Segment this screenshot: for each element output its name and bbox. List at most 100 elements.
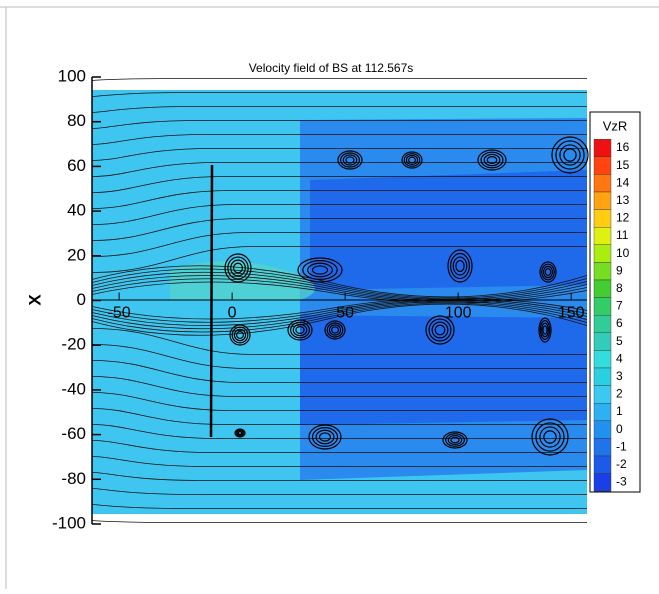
y-tick-label: -60 <box>61 424 86 443</box>
vortex <box>292 323 308 337</box>
colorbar-title: VzR <box>603 118 628 133</box>
vortex <box>559 144 581 166</box>
colorbar-label: 10 <box>616 246 630 260</box>
vortex <box>236 331 245 340</box>
vortex <box>442 431 468 449</box>
colorbar-swatch <box>593 244 612 263</box>
vortex <box>331 326 340 334</box>
y-tick-label: 0 <box>77 290 86 309</box>
colorbar-swatch <box>593 315 612 334</box>
vortex <box>229 324 251 346</box>
colorbar-swatch <box>593 156 612 175</box>
vortex <box>227 256 249 280</box>
colorbar-label: 5 <box>616 334 623 348</box>
colorbar-swatch <box>593 403 612 422</box>
colorbar-label: 11 <box>616 228 629 242</box>
vortex <box>450 436 460 444</box>
vortex <box>340 152 360 168</box>
vortex <box>477 149 507 171</box>
colorbar-swatch <box>593 279 612 298</box>
vortex <box>544 268 552 277</box>
streamline <box>91 504 587 509</box>
colorbar-label: 2 <box>616 387 623 401</box>
colorbar-label: 6 <box>616 316 623 330</box>
vortex <box>315 429 335 445</box>
y-tick-label: 100 <box>58 66 86 85</box>
vortex <box>447 249 473 283</box>
streamline <box>91 392 587 411</box>
streamline <box>91 134 587 145</box>
streamline <box>91 344 587 369</box>
colorbar-label: 16 <box>616 140 630 154</box>
vortices <box>224 136 589 456</box>
streamline <box>91 301 588 330</box>
streamline <box>91 204 587 225</box>
colorbar-swatch <box>593 332 612 351</box>
colorbar-label: 7 <box>616 299 623 313</box>
vortex <box>445 433 465 447</box>
y-tick-label: -40 <box>61 379 86 398</box>
vortex <box>401 151 423 169</box>
vortex <box>539 426 561 448</box>
colorbar-swatch <box>593 174 612 193</box>
streamline <box>91 360 587 383</box>
vortex <box>450 252 470 280</box>
streamline <box>91 408 587 425</box>
y-tick-label: 40 <box>67 201 86 220</box>
colorbar-label: -2 <box>616 457 627 471</box>
colorbar-label: 8 <box>616 281 623 295</box>
vortex <box>425 315 455 345</box>
vortex <box>455 259 465 273</box>
vortex <box>555 140 585 170</box>
vortex <box>563 148 577 162</box>
colorbar-label: 13 <box>616 193 630 207</box>
vortex <box>535 422 565 452</box>
vortex <box>483 153 501 167</box>
vortex <box>531 418 569 456</box>
colorbar-swatch <box>593 191 612 210</box>
streamline <box>91 440 587 453</box>
streamline <box>91 162 587 177</box>
y-tick-label: -20 <box>61 335 86 354</box>
colorbar-swatch <box>593 438 612 457</box>
x-tick-label: 100 <box>445 305 472 322</box>
x-tick-label: 50 <box>336 305 354 322</box>
streamline <box>91 268 588 299</box>
colorbar-label: -3 <box>616 475 627 489</box>
colorbar-swatch <box>593 455 612 474</box>
vortex <box>543 430 557 444</box>
streamline <box>91 278 588 303</box>
vortex <box>342 154 358 166</box>
colorbar-swatch <box>593 297 612 316</box>
streamline <box>91 78 587 81</box>
streamline <box>91 303 588 336</box>
x-tick-label: -50 <box>108 305 131 322</box>
colorbar-swatch <box>593 350 612 369</box>
streamline <box>91 424 587 439</box>
vortex <box>541 263 555 281</box>
vortex <box>447 434 463 446</box>
shock-line <box>209 164 214 438</box>
streamline <box>91 92 587 97</box>
vortex <box>480 151 504 169</box>
vortex <box>237 431 243 435</box>
colorbar-label: 9 <box>616 263 623 277</box>
colorbar-swatch <box>593 262 612 281</box>
streamline <box>91 376 587 397</box>
colorbar-label: 15 <box>616 158 630 172</box>
colorbar-swatch <box>593 138 612 157</box>
streamline <box>91 520 587 523</box>
colorbar-label: -1 <box>616 439 627 453</box>
colorbar-label: 4 <box>616 351 623 365</box>
streamlines <box>91 78 588 523</box>
vortex <box>230 259 246 277</box>
field-region <box>300 170 587 425</box>
vortex <box>311 265 329 275</box>
vortex <box>408 156 417 164</box>
vortex <box>486 156 498 165</box>
vortex <box>232 262 244 274</box>
streamline <box>91 281 588 304</box>
streamline <box>91 176 587 193</box>
streamline <box>91 298 588 323</box>
